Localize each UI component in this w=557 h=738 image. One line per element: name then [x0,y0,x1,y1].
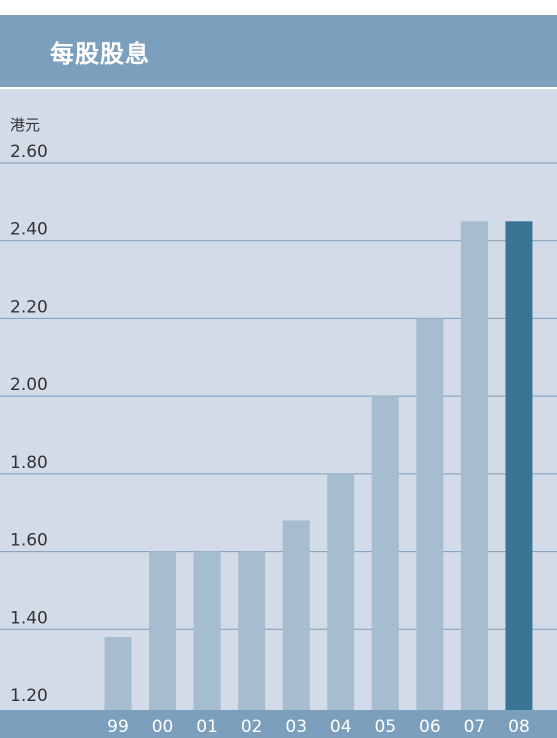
bar-06 [416,318,444,710]
x-tick-label: 06 [419,717,441,737]
y-tick-label: 2.40 [10,220,48,240]
x-tick-label: 07 [464,717,486,737]
x-tick-label: 00 [152,717,174,737]
x-tick-label: 01 [196,717,218,737]
y-tick-label: 1.60 [10,531,48,551]
bar-05 [371,396,399,710]
bar-99 [104,637,132,710]
y-tick-label: 2.00 [10,375,48,395]
y-axis-unit-label: 港元 [10,116,41,134]
x-tick-label: 99 [107,717,129,737]
bar-00 [149,551,177,710]
x-tick-label: 04 [330,717,352,737]
bar-02 [238,551,266,710]
x-axis-band [0,710,557,738]
y-tick-label: 1.20 [10,686,48,706]
bar-08 [505,221,533,711]
x-tick-label: 03 [285,717,307,737]
bar-01 [193,551,221,710]
x-tick-label: 08 [508,717,530,737]
y-tick-label: 1.80 [10,453,48,473]
y-tick-label: 2.60 [10,142,48,162]
bar-03 [282,520,310,710]
x-tick-label: 05 [374,717,396,737]
chart-title: 每股股息 [50,40,150,68]
y-tick-label: 2.20 [10,297,48,317]
chart-header: 每股股息 [0,15,557,87]
bar-07 [460,221,488,711]
bar-04 [327,473,355,710]
y-tick-label: 1.40 [10,608,48,628]
x-tick-label: 02 [241,717,263,737]
